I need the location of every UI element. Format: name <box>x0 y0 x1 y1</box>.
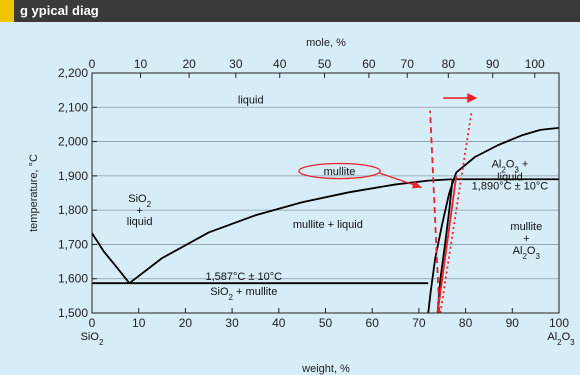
y-tick-label: 1,600 <box>58 272 88 286</box>
x-tick-label: 30 <box>225 316 239 330</box>
region-label: Al2O3 <box>513 245 541 261</box>
x2-axis-title: mole, % <box>306 37 346 49</box>
figure-title: g ypical diag <box>20 3 99 18</box>
x-tick-label: 80 <box>459 316 473 330</box>
y-tick-label: 1,700 <box>58 237 88 251</box>
curve-layer <box>92 126 559 313</box>
x-tick-label: 70 <box>412 316 426 330</box>
x2-tick-label: 20 <box>182 57 196 71</box>
region-label: liquid <box>127 216 153 228</box>
temperature-annotation: 1,890°C ± 10°C <box>472 180 549 192</box>
region-label: + <box>136 205 142 217</box>
highlight-pointer-head <box>411 180 422 189</box>
y-tick-label: 2,000 <box>58 135 88 149</box>
x2-tick-label: 30 <box>229 57 243 71</box>
region-label: + <box>523 233 529 245</box>
y-axis-title: temperature, °C <box>28 154 40 232</box>
y-tick-label: 1,500 <box>58 306 88 320</box>
highlight-arrow-head <box>467 93 478 104</box>
x2-tick-label: 90 <box>486 57 500 71</box>
x2-tick-label: 80 <box>442 57 456 71</box>
end-label-right: Al2O3 <box>547 331 575 347</box>
region-label: mullite + liquid <box>293 219 363 231</box>
region-label: SiO2 <box>128 193 151 209</box>
x2-tick-label: 60 <box>362 57 376 71</box>
x-tick-label: 0 <box>89 316 96 330</box>
highlight-line-0 <box>436 175 458 313</box>
x2-tick-label: 70 <box>401 57 415 71</box>
region-label: liquid <box>238 94 264 106</box>
phase-boundary-1 <box>128 178 452 284</box>
y-tick-label: 1,900 <box>58 169 88 183</box>
region-label: liquid <box>497 172 523 184</box>
x2-tick-label: 50 <box>318 57 332 71</box>
x-tick-label: 50 <box>319 316 333 330</box>
temperature-annotation: 1,587°C ± 10°C <box>205 271 282 283</box>
x-tick-label: 90 <box>506 316 520 330</box>
phase-boundary-2 <box>427 172 458 313</box>
y-tick-label: 2,200 <box>58 66 88 80</box>
x2-tick-label: 0 <box>89 57 96 71</box>
region-label: mullite <box>510 221 542 233</box>
y-tick-label: 1,800 <box>58 203 88 217</box>
end-label-left: SiO2 <box>81 331 104 347</box>
grid-layer <box>92 106 559 280</box>
region-label: Al2O3 + <box>492 159 529 175</box>
x2-tick-label: 40 <box>273 57 287 71</box>
x-tick-label: 20 <box>179 316 193 330</box>
x2-tick-label: 10 <box>134 57 148 71</box>
highlight-line-2 <box>439 110 473 313</box>
x-tick-label: 60 <box>366 316 380 330</box>
region-label: mullite <box>324 166 356 178</box>
x-axis-title: weight, % <box>301 363 350 375</box>
header-accent <box>0 0 14 22</box>
tick-layer: 1,500 1,600 1,700 1,800 1,900 2,000 2,100 2,200… <box>58 57 569 330</box>
x-tick-label: 40 <box>272 316 286 330</box>
highlight-layer <box>298 93 478 313</box>
plot-frame <box>91 72 560 314</box>
phase-boundary-4 <box>436 179 454 313</box>
x2-tick-label: 100 <box>525 57 545 71</box>
phase-boundary-3 <box>455 126 559 174</box>
highlight-line-1 <box>429 110 441 313</box>
x-tick-label: 10 <box>132 316 146 330</box>
highlight-ellipse <box>298 162 381 180</box>
x-tick-label: 100 <box>549 316 569 330</box>
phase-boundary-0 <box>92 232 131 284</box>
figure-header-bar: g ypical diag <box>0 0 580 22</box>
y-tick-label: 2,100 <box>58 100 88 114</box>
region-label: SiO2 + mullite <box>210 286 277 302</box>
